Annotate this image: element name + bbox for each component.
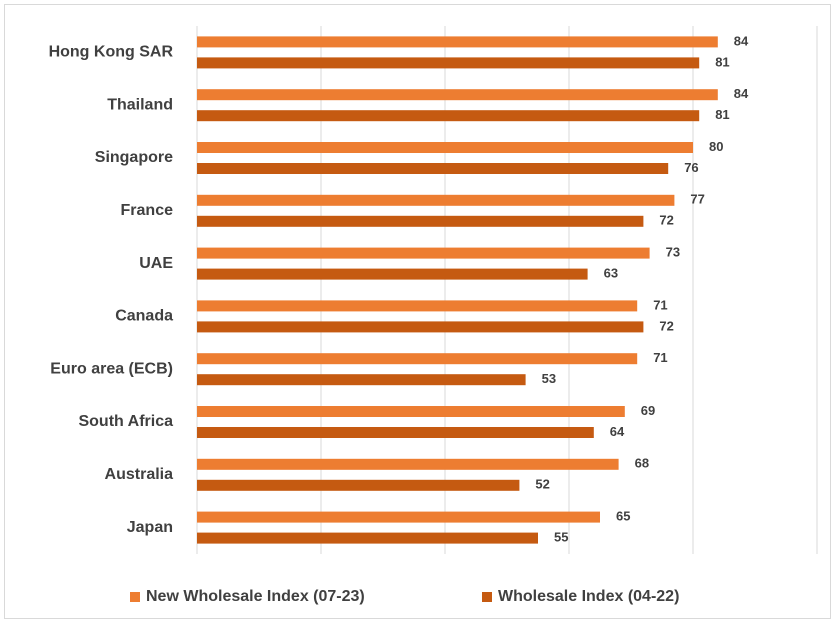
y-tick-label: South Africa	[78, 413, 173, 430]
bar	[197, 427, 594, 438]
y-tick-label: UAE	[139, 255, 173, 272]
bar	[197, 353, 638, 365]
y-tick-label: France	[121, 202, 174, 219]
legend-swatch	[482, 592, 492, 602]
data-label: 71	[653, 350, 667, 365]
bar	[197, 36, 718, 48]
data-label: 69	[641, 403, 655, 418]
data-label: 73	[666, 245, 680, 260]
data-label: 55	[554, 530, 568, 545]
y-tick-label: Australia	[105, 466, 174, 483]
bar	[197, 194, 675, 206]
data-label: 68	[635, 456, 649, 471]
y-tick-label: Euro area (ECB)	[50, 360, 173, 377]
y-tick-label: Hong Kong SAR	[49, 44, 174, 61]
data-label: 84	[734, 86, 749, 101]
bar	[197, 110, 700, 122]
y-tick-label: Canada	[115, 308, 173, 325]
bar	[197, 374, 526, 386]
legend-swatch	[130, 592, 140, 602]
bar	[197, 163, 669, 174]
bar	[197, 300, 638, 312]
data-label: 63	[604, 266, 618, 281]
data-label: 81	[715, 54, 729, 69]
data-label: 52	[535, 477, 549, 492]
y-tick-label: Japan	[127, 519, 173, 536]
data-label: 64	[610, 424, 625, 439]
bar	[197, 532, 538, 544]
legend-label: Wholesale Index (04-22)	[498, 588, 679, 605]
bar	[197, 215, 644, 227]
bar	[197, 57, 700, 69]
data-label: 72	[659, 318, 673, 333]
data-label: 53	[542, 371, 556, 386]
data-label: 71	[653, 297, 667, 312]
bar	[197, 479, 520, 491]
data-label: 84	[734, 33, 749, 48]
data-label: 81	[715, 107, 729, 122]
data-label: 65	[616, 509, 630, 524]
legend-label: New Wholesale Index (07-23)	[146, 588, 365, 605]
data-label: 80	[709, 139, 723, 154]
bar	[197, 247, 650, 259]
data-label: 72	[659, 213, 673, 228]
bar	[197, 142, 693, 153]
data-label: 77	[690, 192, 704, 207]
y-tick-label: Thailand	[107, 96, 173, 113]
bar	[197, 458, 619, 470]
bar	[197, 321, 644, 333]
data-label: 76	[684, 160, 698, 175]
bar	[197, 406, 625, 417]
bar	[197, 268, 588, 280]
bar	[197, 89, 718, 101]
bar	[197, 511, 600, 523]
y-tick-label: Singapore	[95, 149, 173, 166]
